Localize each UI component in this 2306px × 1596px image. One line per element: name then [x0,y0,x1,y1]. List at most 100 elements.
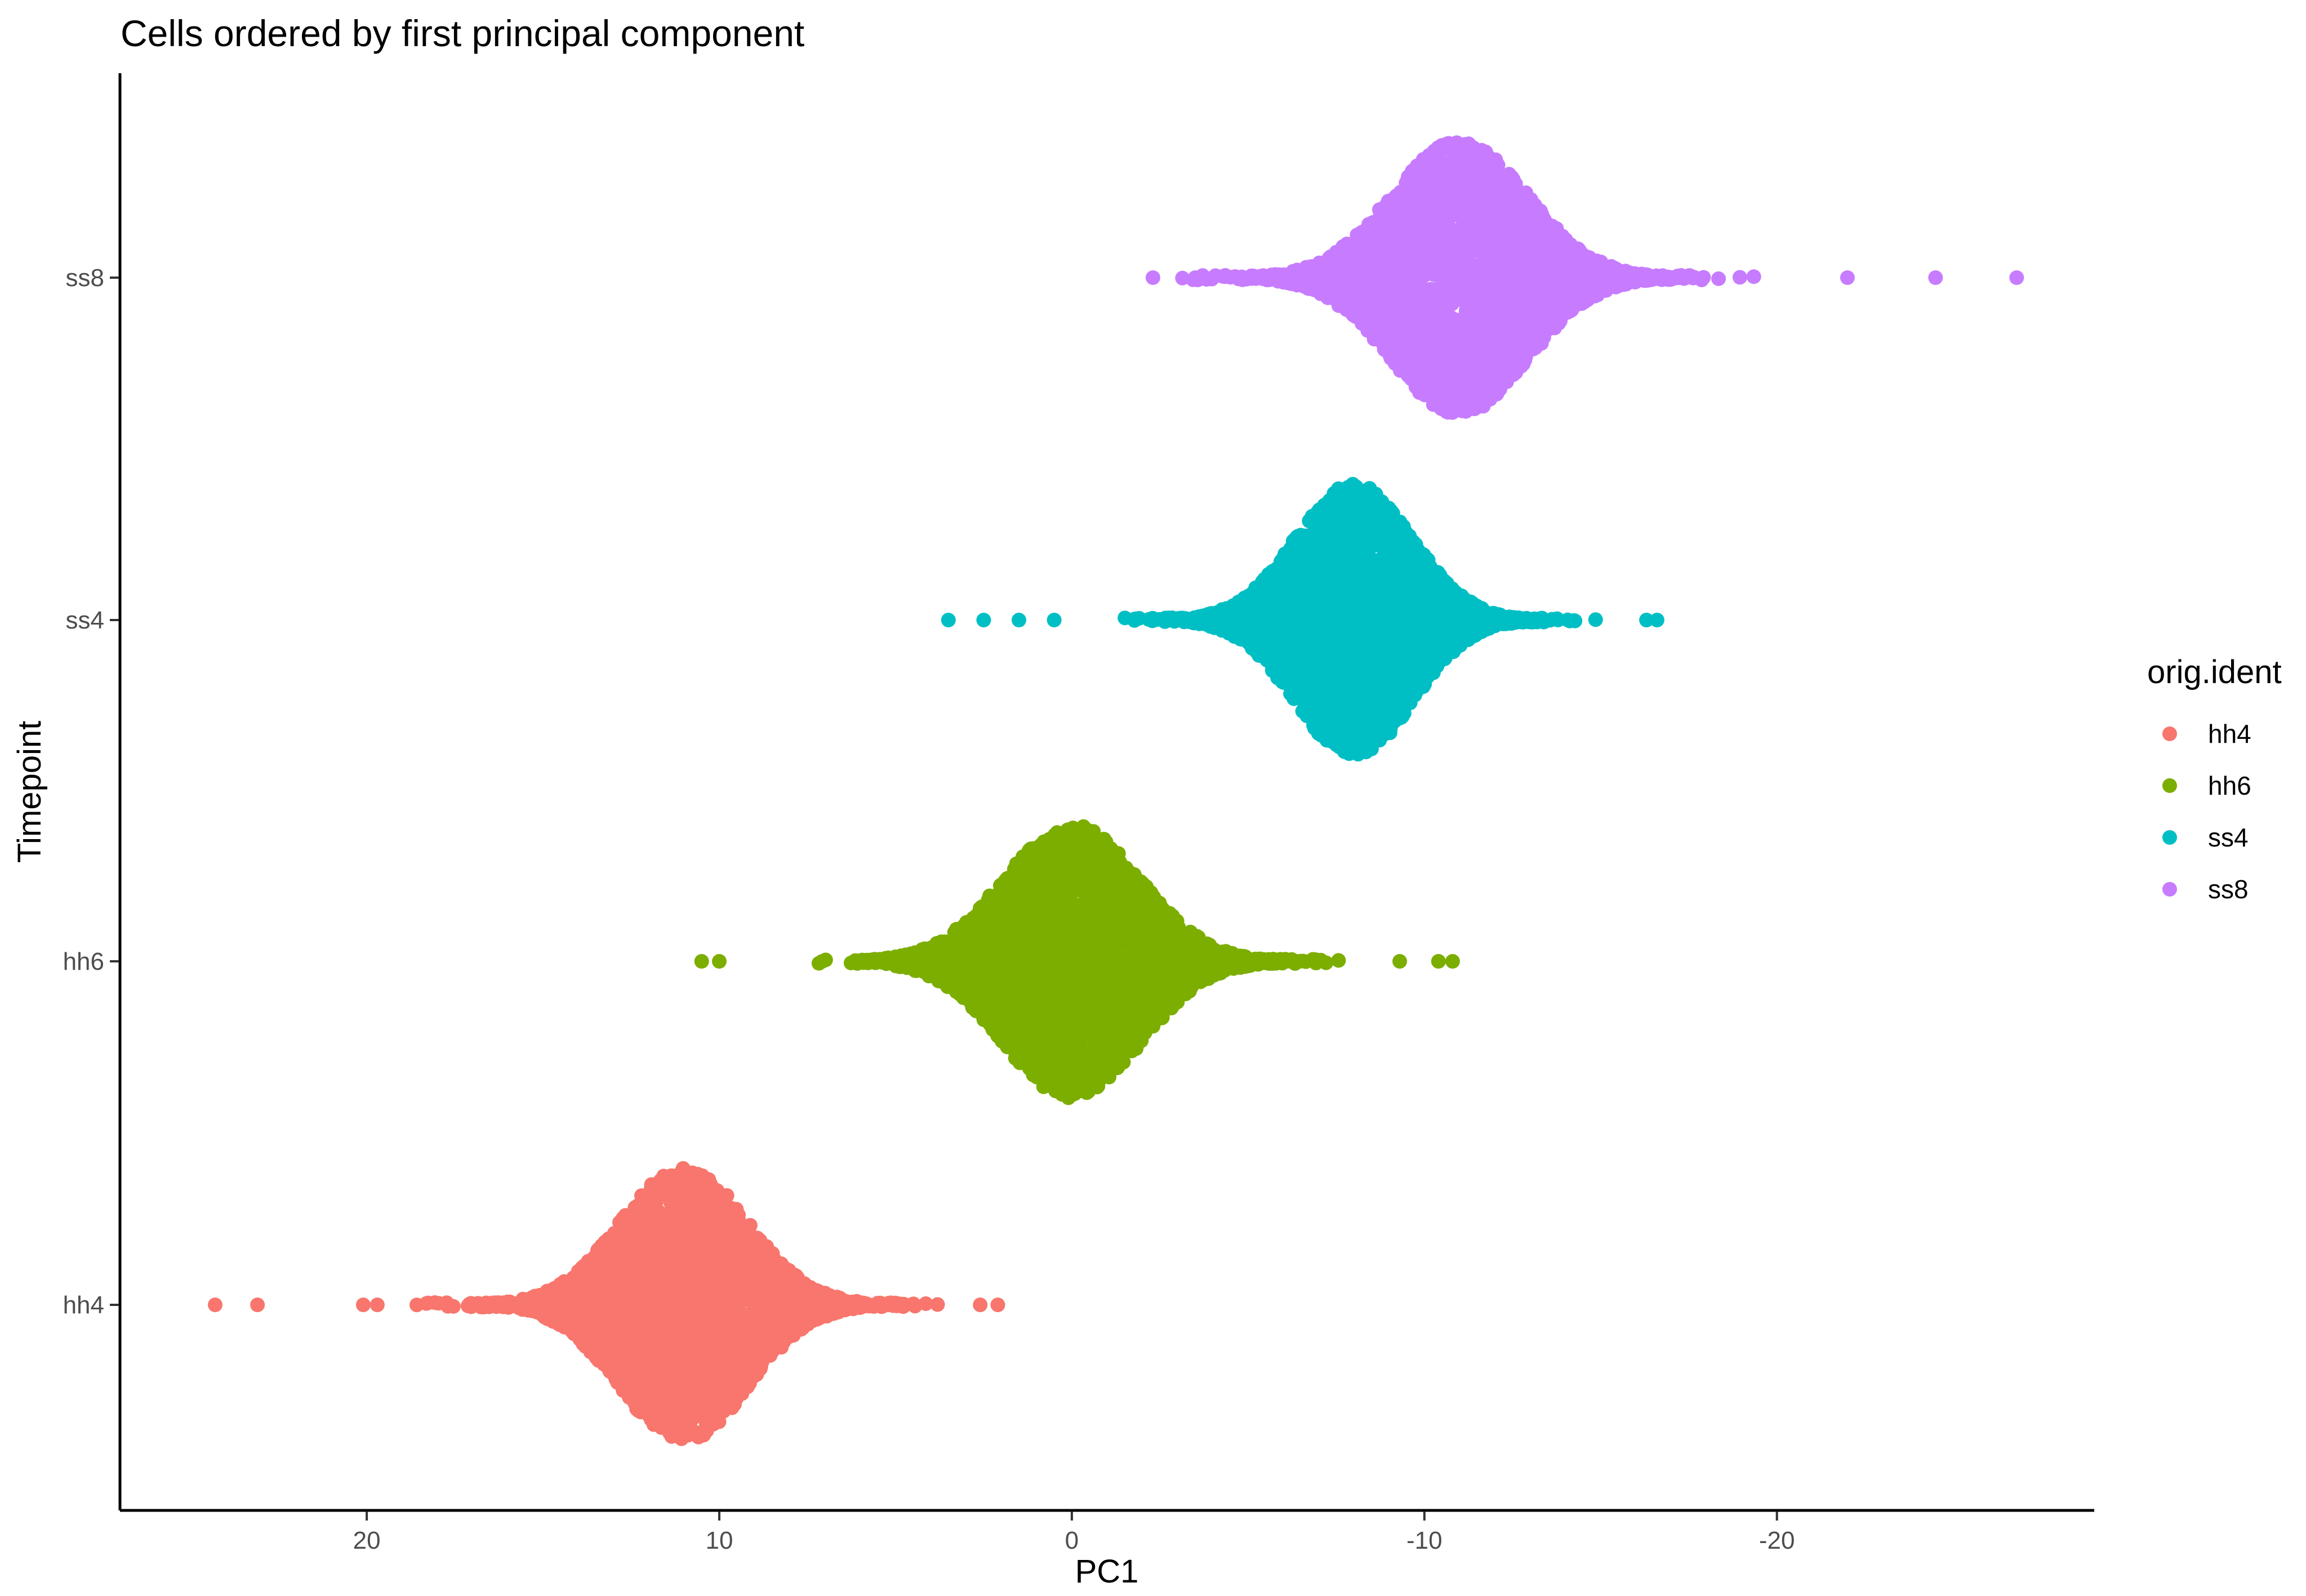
point-hh6 [1070,1022,1085,1037]
point-hh4 [675,1425,691,1440]
point-hh4 [652,1242,667,1258]
outlier-point-hh4 [250,1298,265,1312]
point-hh4 [440,1299,456,1314]
point-hh4 [563,1299,578,1314]
point-hh4 [742,1237,758,1252]
data-points [208,135,2024,1446]
point-hh4 [823,1293,838,1308]
point-hh6 [1331,953,1346,968]
point-hh4 [660,1322,675,1338]
point-hh6 [1044,993,1059,1008]
point-hh4 [718,1236,733,1251]
point-hh4 [572,1286,586,1301]
point-hh4 [633,1335,648,1350]
point-hh4 [738,1284,754,1299]
point-hh6 [1022,1024,1037,1039]
point-hh4 [787,1286,802,1301]
point-hh4 [790,1299,805,1314]
point-hh4 [789,1318,804,1333]
outlier-point-hh4 [973,1298,988,1312]
point-hh4 [707,1348,723,1362]
point-hh6 [1159,908,1174,924]
point-hh4 [640,1251,655,1267]
point-hh4 [756,1312,771,1327]
point-hh4 [723,1290,738,1305]
point-hh6 [1056,940,1071,956]
point-hh4 [714,1368,729,1383]
point-hh4 [705,1180,720,1196]
point-hh4 [695,1367,710,1382]
point-hh4 [652,1356,667,1371]
point-hh4 [574,1261,589,1277]
point-hh4 [608,1362,623,1376]
point-hh4 [757,1252,772,1267]
point-hh4 [688,1426,703,1442]
point-hh4 [563,1313,578,1327]
point-hh4 [674,1164,689,1179]
series-hh4 [208,1161,1005,1446]
point-hh4 [496,1297,511,1312]
point-hh4 [676,1360,691,1375]
point-hh4 [691,1338,706,1353]
point-hh4 [587,1313,603,1328]
point-hh4 [590,1326,605,1341]
point-hh4 [639,1205,655,1220]
point-hh4 [708,1249,723,1264]
point-hh4 [692,1234,707,1250]
point-hh4 [681,1292,696,1307]
point-hh4 [687,1277,702,1292]
point-hh4 [591,1276,606,1291]
point-hh4 [662,1211,677,1225]
point-hh4 [666,1178,682,1193]
point-hh4 [720,1269,735,1285]
point-hh4 [764,1267,780,1282]
point-hh4 [674,1225,689,1240]
point-hh4 [733,1219,749,1234]
point-hh4 [620,1349,635,1365]
point-hh4 [667,1267,683,1282]
point-hh4 [709,1407,724,1422]
point-hh4 [918,1296,933,1311]
series-hh6 [694,819,1460,1105]
point-hh6 [1293,953,1308,969]
point-hh4 [673,1347,688,1362]
point-hh4 [758,1286,773,1301]
point-hh4 [662,1425,677,1441]
point-hh4 [729,1202,744,1217]
point-hh4 [635,1272,650,1287]
point-hh4 [624,1283,639,1299]
point-hh4 [669,1195,684,1210]
outlier-point-hh4 [208,1298,222,1312]
point-hh4 [686,1309,701,1325]
point-hh4 [634,1355,649,1370]
point-hh4 [409,1298,424,1313]
point-hh4 [722,1317,737,1332]
point-hh4 [634,1298,649,1313]
point-hh4 [649,1281,664,1296]
point-hh4 [612,1305,626,1320]
point-hh4 [665,1398,680,1414]
point-hh4 [739,1332,754,1347]
point-hh4 [930,1297,945,1312]
point-hh4 [771,1320,786,1335]
point-hh4 [656,1337,671,1352]
point-hh4 [862,1299,876,1314]
point-hh4 [759,1334,774,1349]
point-hh4 [474,1299,489,1314]
point-hh4 [522,1297,537,1312]
point-hh4 [612,1215,627,1230]
outlier-point-hh4 [355,1298,371,1312]
point-hh4 [711,1293,726,1308]
point-hh4 [905,1296,920,1312]
point-hh4 [611,1325,626,1340]
point-hh4 [807,1305,822,1320]
outlier-point-hh4 [370,1298,385,1312]
point-hh4 [651,1300,666,1316]
point-hh4 [618,1257,634,1272]
point-hh4 [590,1243,606,1259]
point-hh4 [769,1298,784,1313]
point-hh4 [743,1352,758,1367]
point-hh4 [805,1282,820,1297]
point-hh4 [428,1295,442,1310]
